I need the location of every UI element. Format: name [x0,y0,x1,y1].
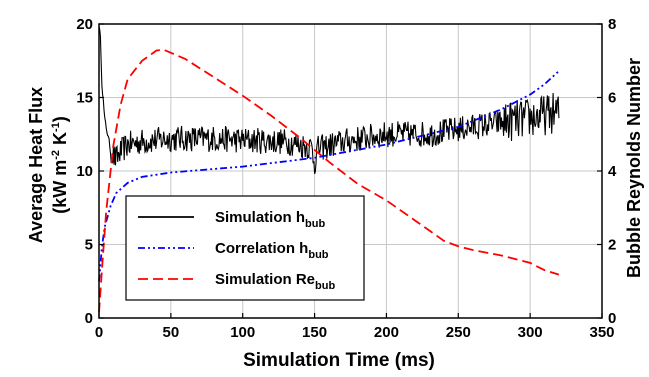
ylabel-left-sup1: -2 [50,150,62,160]
ylabel-left-sup2: -1 [50,122,62,132]
x-tick-label: 100 [230,324,255,341]
legend-label-text: Simulation Re [215,271,315,288]
series-line-1 [98,70,560,282]
x-tick-label: 300 [518,324,543,341]
legend-label-subscript: bub [315,280,335,292]
y-right-tick-label: 0 [608,310,616,327]
legend-label-subscript: bub [308,249,328,261]
legend-label-text: Simulation h [215,209,305,226]
legend-label-text: Correlation h [215,240,308,257]
y-right-tick-label: 8 [608,16,616,33]
x-tick-label: 150 [302,324,327,341]
legend-label-2: Simulation Rebub [215,271,335,292]
y-right-tick-label: 6 [608,90,616,107]
y-axis-right-label: Bubble Reynolds Number [624,58,644,278]
legend-label-1: Correlation hbub [215,240,329,261]
y-left-tick-label: 0 [85,310,93,327]
legend-label-subscript: bub [305,218,325,230]
ylabel-left-suffix: ) [50,116,70,122]
x-tick-label: 250 [446,324,471,341]
series-line-0 [98,26,560,174]
x-tick-label: 200 [374,324,399,341]
legend-box [125,195,365,301]
x-axis-label: Simulation Time (ms) [243,350,435,371]
x-tick-label: 350 [589,324,614,341]
y-left-tick-label: 20 [76,16,93,33]
y-left-tick-label: 10 [76,163,93,180]
series-layer [98,26,560,313]
y-axis-left-label-line1: Average Heat Flux [26,87,46,243]
ylabel-left-prefix: (kW m [50,160,70,214]
ylabel-left-mid: K [50,132,70,150]
y-axis-left-label: Average Heat Flux (kW m-2 K-1) [26,87,70,243]
y-right-tick-label: 2 [608,237,616,254]
y-left-tick-label: 5 [85,237,93,254]
y-left-tick-label: 15 [76,90,93,107]
y-right-tick-label: 4 [608,163,617,180]
x-tick-label: 0 [95,324,103,341]
series-line-2 [98,48,560,313]
y-axis-left-label-line2: (kW m-2 K-1) [50,116,70,214]
x-tick-label: 50 [163,324,180,341]
legend-label-0: Simulation hbub [215,209,325,230]
